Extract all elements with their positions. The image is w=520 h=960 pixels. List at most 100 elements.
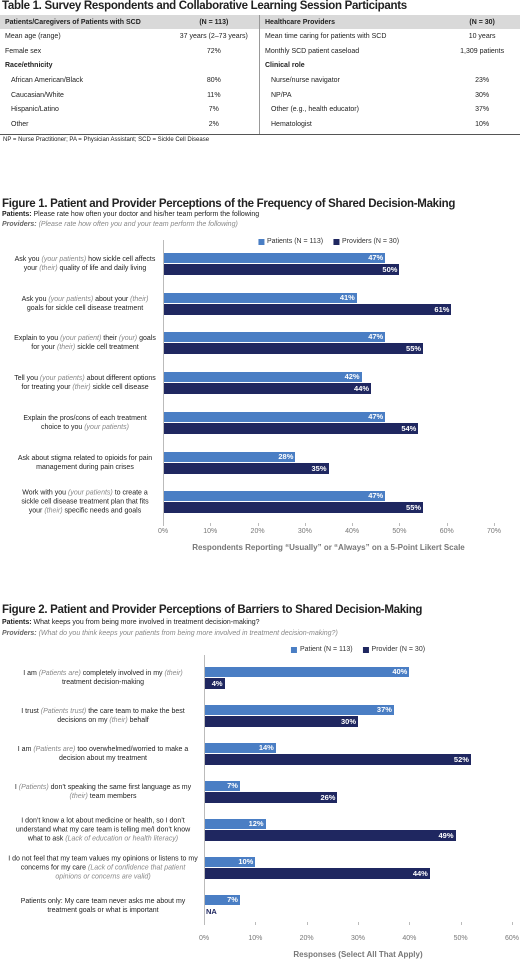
legend-item: Patients (N = 113)	[257, 238, 324, 245]
category-label: I (Patients) don’t speaking the same fir…	[14, 784, 192, 800]
table-row: Hispanic/Latino 7%	[0, 102, 259, 117]
bar	[163, 491, 386, 502]
x-tick-label: 30%	[297, 528, 312, 535]
value-cell: 2%	[208, 120, 219, 128]
value-cell: 30%	[475, 91, 490, 99]
category-label: Explain to you (your patient) their (you…	[14, 335, 156, 352]
label-cell: Monthly SCD patient caseload	[265, 47, 360, 55]
value-label: 47%	[368, 411, 384, 421]
value-label: 50%	[382, 265, 398, 274]
bar	[163, 303, 452, 315]
value-label: 54%	[401, 423, 417, 433]
table-row: Hematologist 10%	[260, 117, 520, 132]
legend-item: Patient (N = 113)	[290, 646, 353, 653]
tick-mark	[352, 523, 354, 526]
bar	[163, 422, 419, 434]
subtitle: Providers: (Please rate how often you an…	[2, 221, 238, 228]
value-cell: 10 years	[468, 32, 496, 40]
value-label: 44%	[354, 384, 370, 394]
value-label: 49%	[438, 831, 454, 840]
subtitle: Patients: What keeps you from being more…	[2, 619, 260, 626]
subtitle-text: (Please rate how often you and your team…	[38, 221, 238, 228]
tick-mark	[446, 523, 448, 526]
table-row: NP/PA 30%	[260, 88, 520, 103]
label-cell: Race/ethnicity	[5, 62, 53, 70]
value-cell: 23%	[475, 76, 490, 84]
subtitle-label: Providers:	[2, 630, 37, 637]
value-label: 41%	[339, 292, 355, 302]
x-tick-label: 0%	[198, 935, 210, 942]
table-row: Nurse/nurse navigator 23%	[260, 73, 520, 88]
value-label: 61%	[434, 304, 450, 314]
value-label: 28%	[278, 451, 294, 461]
value-cell: 1,309 patients	[460, 47, 505, 55]
x-tick-label: 20%	[250, 528, 265, 535]
x-tick-label: 30%	[350, 935, 366, 942]
category-label: Patients only: My care team never asks m…	[20, 898, 186, 914]
value-cell: 7%	[208, 106, 219, 114]
legend-swatch	[257, 238, 264, 245]
bar	[204, 895, 240, 905]
label-cell: African American/Black	[11, 76, 83, 84]
bar	[204, 830, 456, 841]
tick-mark	[163, 523, 164, 526]
tick-mark	[409, 922, 411, 925]
value-label: 26%	[320, 793, 336, 802]
legend-item: Providers (N = 30)	[333, 238, 399, 245]
table-row: Mean age (range) 37 years (2–73 years)	[0, 29, 259, 44]
legend-swatch	[290, 646, 297, 653]
header-cell: Healthcare Providers	[260, 15, 445, 29]
value-label: 12%	[248, 819, 264, 828]
x-tick-label: 10%	[203, 528, 218, 535]
header-cell: Patients/Caregivers of Patients with SCD	[0, 15, 169, 29]
value-label: 47%	[368, 491, 384, 501]
bar	[204, 716, 358, 727]
legend-item: Provider (N = 30)	[362, 646, 425, 653]
section-row: Clinical role	[260, 58, 520, 73]
subtitle-label: Providers:	[2, 221, 37, 228]
bar	[163, 332, 386, 343]
bar	[204, 705, 394, 715]
bar	[163, 462, 329, 474]
table-footnote: NP = Nurse Practitioner; PA = Physician …	[3, 137, 210, 143]
legend-label: Patient (N = 113)	[299, 646, 353, 653]
subtitle-label: Patients:	[2, 211, 32, 218]
value-label: 37%	[376, 705, 392, 714]
legend-label: Providers (N = 30)	[342, 238, 400, 245]
value-label: 7%	[227, 781, 238, 790]
bar	[163, 343, 424, 355]
category-label: Ask you (your patients) how sickle cell …	[14, 256, 156, 272]
bar	[163, 502, 424, 514]
label-cell: Nurse/nurse navigator	[271, 76, 340, 84]
x-tick-label: 20%	[299, 935, 314, 942]
category-label: I am (Patients are) completely involved …	[23, 670, 183, 686]
bar	[204, 781, 240, 791]
category-label: Work with you (your patients) to create …	[21, 489, 149, 515]
legend-swatch	[362, 646, 369, 653]
tick-mark	[460, 922, 462, 925]
value-label: 55%	[406, 344, 422, 354]
table-row: Caucasian/White 11%	[0, 88, 259, 103]
x-tick-label: 70%	[486, 528, 502, 535]
tick-mark	[210, 523, 212, 526]
legend: Patients (N = 113) Providers (N = 30)	[257, 238, 399, 245]
label-cell: Hispanic/Latino	[11, 106, 59, 114]
legend-label: Patients (N = 113)	[266, 238, 324, 245]
tick-mark	[512, 922, 513, 925]
category-label: Explain the pros/cons of each treatment …	[23, 414, 147, 431]
label-cell: Caucasian/White	[11, 91, 64, 99]
value-label: 40%	[392, 667, 408, 676]
legend: Patient (N = 113) Provider (N = 30)	[290, 646, 425, 653]
value-label: 35%	[311, 463, 327, 473]
y-axis-line	[163, 240, 164, 523]
table-divider	[259, 15, 260, 134]
value-label: NA	[206, 907, 217, 916]
x-tick-label: 60%	[439, 528, 454, 535]
subtitle-text: Please rate how often your doctor and hi…	[33, 211, 260, 218]
category-label: Tell you (your patients) about different…	[14, 375, 156, 392]
section-row: Race/ethnicity	[0, 58, 259, 73]
category-label: I trust (Patients trust) the care team t…	[21, 708, 185, 724]
bar	[163, 372, 362, 383]
header-cell: (N = 113)	[168, 15, 259, 29]
table-row: Female sex 72%	[0, 44, 259, 59]
